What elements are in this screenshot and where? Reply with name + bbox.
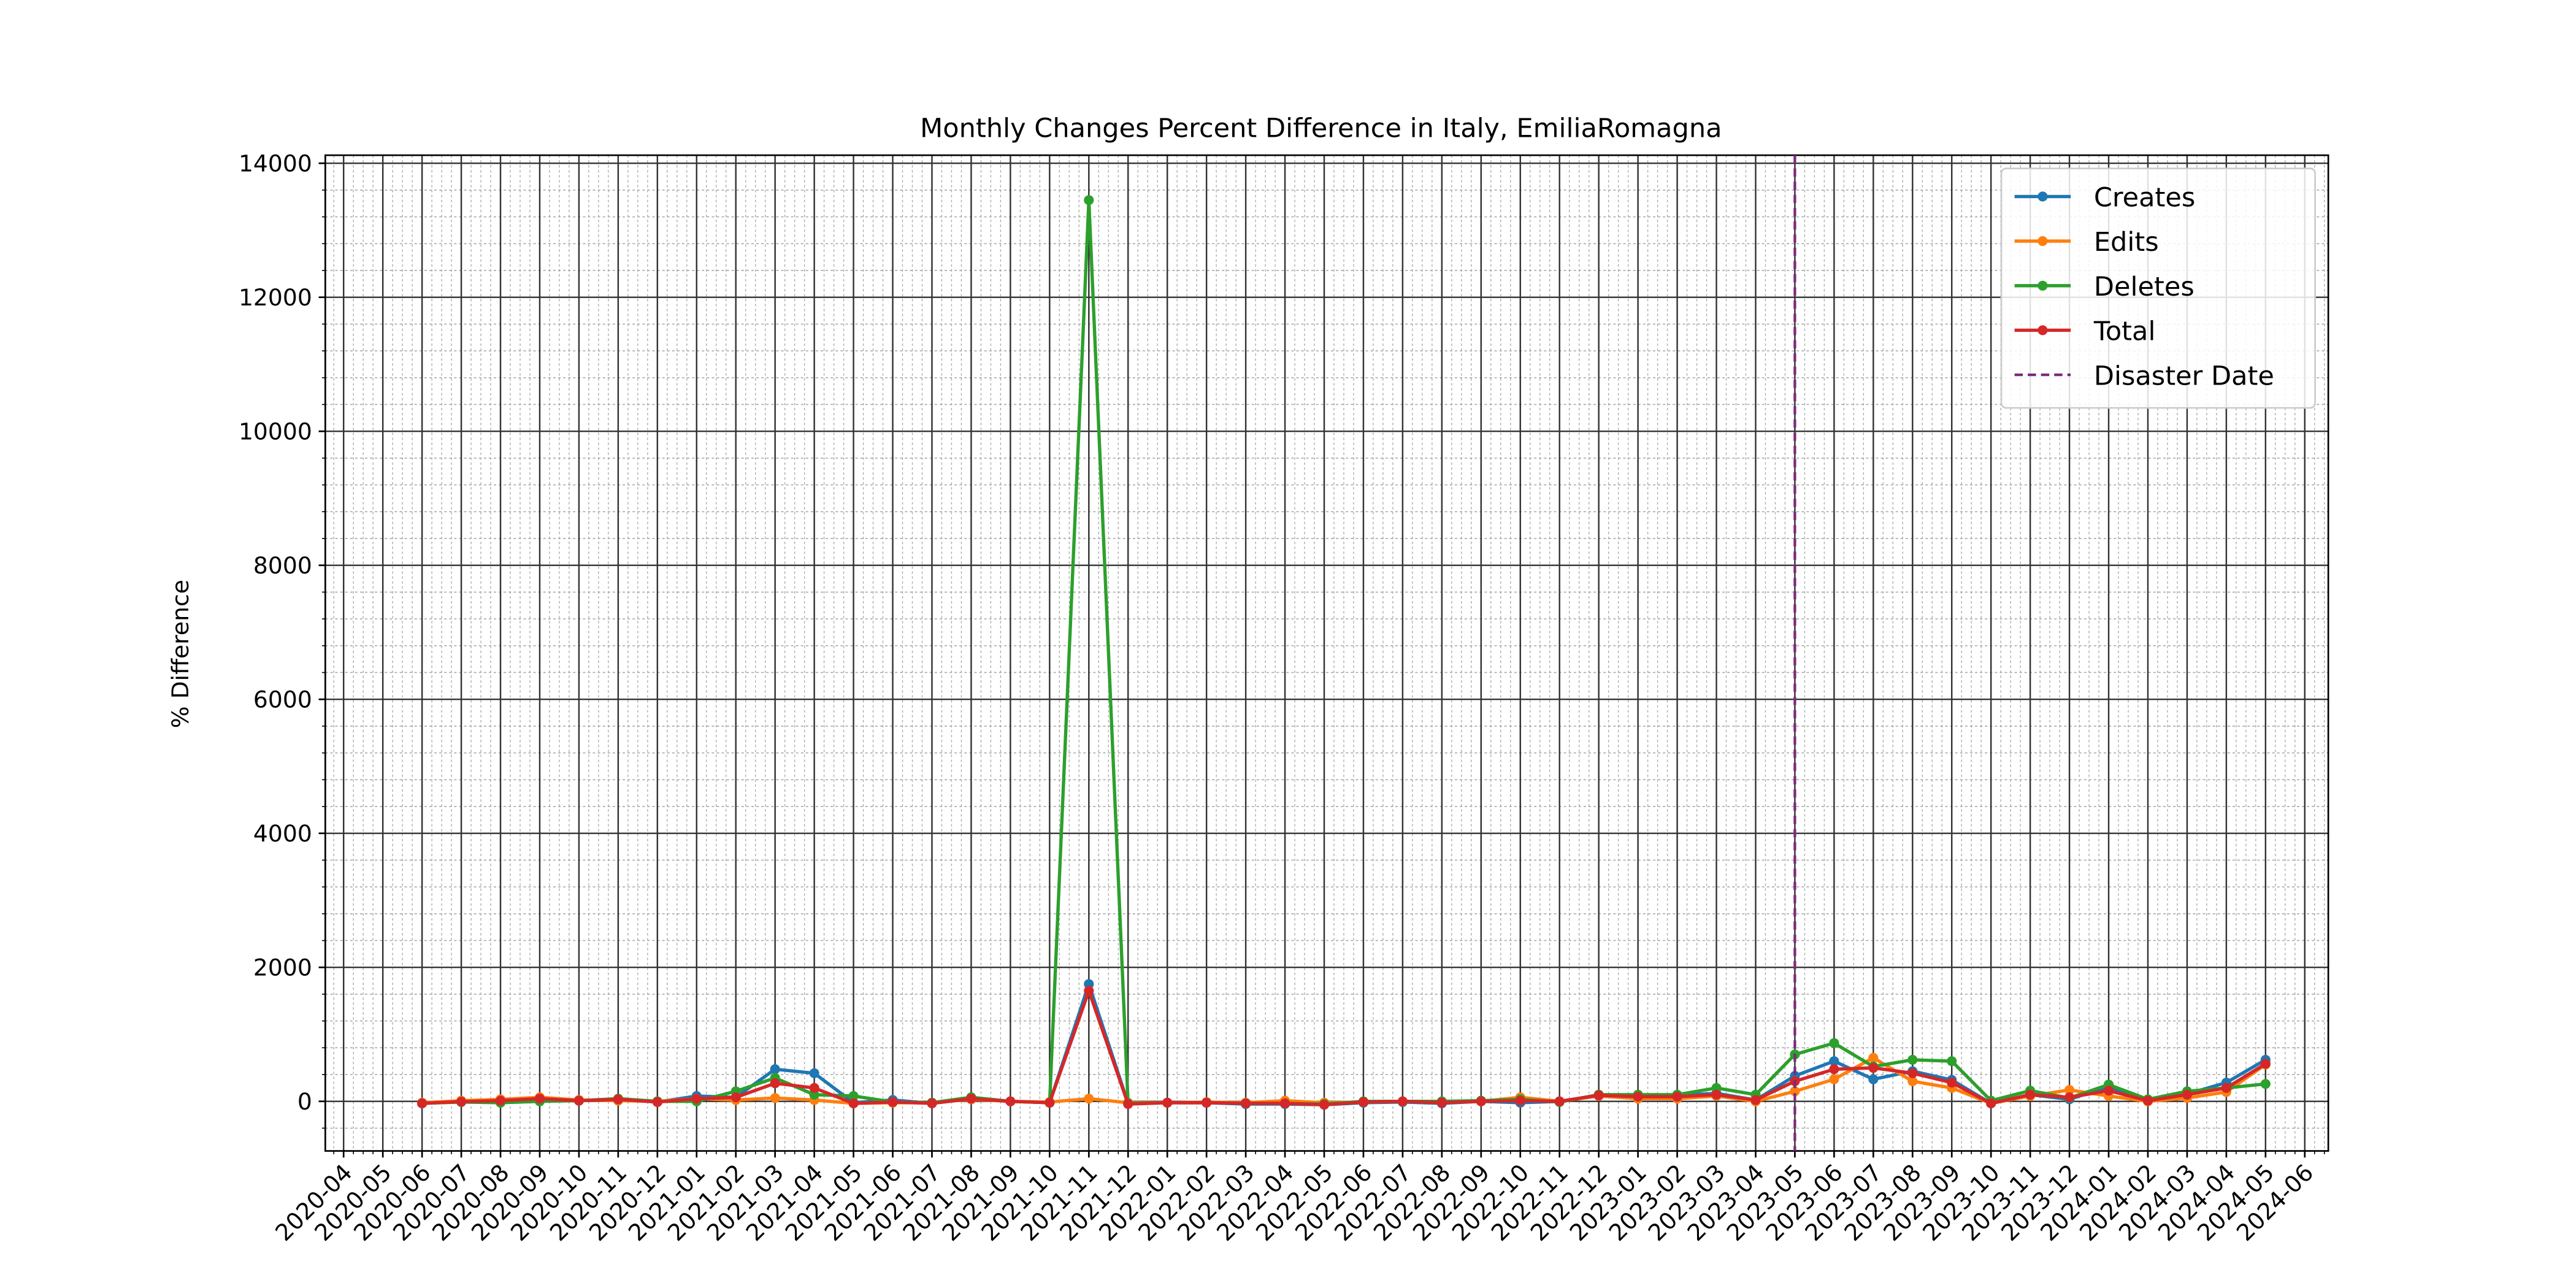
data-point <box>1084 1094 1094 1104</box>
data-point <box>1045 1097 1055 1108</box>
legend-box <box>2000 167 2316 409</box>
data-point <box>770 1093 780 1103</box>
data-point <box>456 1097 467 1107</box>
data-point <box>1162 1097 1173 1108</box>
data-point <box>770 1064 780 1075</box>
data-point <box>1084 986 1094 996</box>
data-point <box>1947 1078 1957 1088</box>
y-tick-label: 2000 <box>253 954 312 981</box>
data-point <box>1829 1064 1839 1075</box>
data-point <box>1123 1098 1133 1110</box>
y-tick-label: 12000 <box>239 284 312 311</box>
legend-marker <box>2037 236 2048 247</box>
plot-frame <box>324 154 2329 1152</box>
data-point <box>495 1095 506 1106</box>
y-tick-label: 0 <box>297 1088 312 1115</box>
data-point <box>2103 1086 2114 1096</box>
data-point <box>1476 1096 1486 1106</box>
data-point <box>927 1098 937 1109</box>
data-point <box>2064 1085 2075 1095</box>
data-point <box>809 1068 819 1078</box>
data-point <box>730 1092 741 1103</box>
data-point <box>848 1098 859 1109</box>
data-point <box>417 1098 427 1109</box>
data-point <box>1829 1074 1839 1084</box>
data-point <box>2142 1095 2153 1106</box>
legend-marker <box>2037 325 2048 335</box>
data-point <box>1711 1089 1722 1100</box>
data-point <box>2182 1089 2193 1100</box>
data-point <box>613 1094 623 1105</box>
data-point <box>2064 1092 2075 1103</box>
data-point <box>887 1097 898 1107</box>
legend-marker <box>2037 191 2048 202</box>
y-tick-label: 4000 <box>253 820 312 847</box>
data-point <box>2260 1079 2271 1089</box>
legend: Creates Edits Deletes Total Disaster Date <box>2000 167 2316 409</box>
data-point <box>652 1097 662 1107</box>
data-point <box>1633 1091 1643 1102</box>
data-point <box>1554 1096 1565 1106</box>
data-point <box>534 1094 545 1104</box>
data-point <box>1750 1095 1761 1105</box>
legend-label: Disaster Date <box>2094 361 2274 391</box>
data-point <box>770 1078 780 1089</box>
data-point <box>1397 1096 1408 1106</box>
data-point <box>1319 1100 1330 1110</box>
y-tick-label: 14000 <box>239 150 312 177</box>
data-point <box>1790 1086 1800 1097</box>
data-point <box>1436 1097 1447 1108</box>
data-point <box>2221 1083 2231 1093</box>
data-point <box>1005 1096 1016 1106</box>
data-point <box>573 1095 585 1106</box>
data-point <box>1202 1097 1212 1108</box>
data-point <box>1829 1038 1839 1048</box>
data-point <box>1084 195 1094 205</box>
legend-marker <box>2037 280 2048 291</box>
data-point <box>1986 1098 1996 1109</box>
data-point <box>966 1094 976 1104</box>
data-point <box>1593 1090 1604 1100</box>
y-axis-label: % Difference <box>167 580 194 728</box>
data-point <box>1241 1098 1251 1109</box>
legend-label: Total <box>2093 316 2156 347</box>
legend-label: Deletes <box>2094 272 2195 302</box>
data-point <box>2260 1059 2271 1069</box>
chart-title: Monthly Changes Percent Difference in It… <box>920 113 1722 144</box>
data-point <box>1947 1056 1957 1067</box>
plot <box>417 155 2271 1151</box>
data-point <box>1672 1091 1682 1102</box>
data-point <box>1868 1052 1879 1063</box>
data-point <box>1515 1095 1525 1106</box>
data-point <box>1358 1097 1369 1107</box>
data-point <box>1868 1062 1879 1073</box>
y-tick-label: 6000 <box>253 686 312 713</box>
data-point <box>1907 1054 1918 1065</box>
data-point <box>691 1094 702 1104</box>
y-tick-label: 8000 <box>253 552 312 579</box>
data-point <box>1279 1098 1290 1109</box>
data-point <box>1829 1056 1839 1067</box>
data-point <box>848 1091 859 1102</box>
legend-label: Edits <box>2094 227 2159 258</box>
series-line <box>422 986 2267 1106</box>
data-point <box>1907 1076 1918 1086</box>
data-point <box>809 1083 819 1093</box>
data-point <box>1868 1074 1879 1084</box>
data-point <box>2025 1089 2036 1100</box>
data-point <box>1907 1068 1918 1078</box>
y-tick-label: 10000 <box>239 418 312 445</box>
legend-label: Creates <box>2094 183 2196 213</box>
